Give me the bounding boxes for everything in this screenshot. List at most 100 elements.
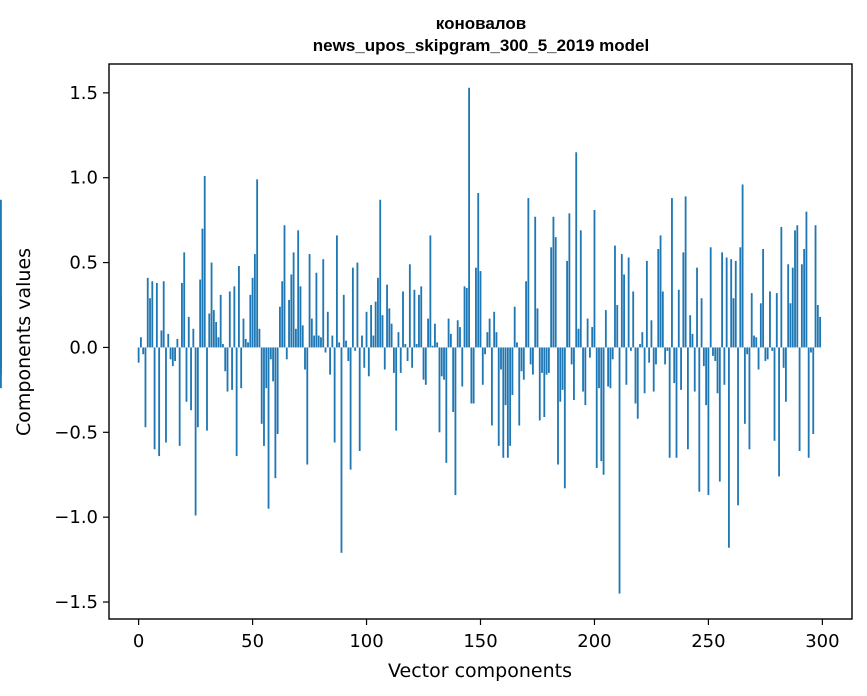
bar-158 [497,347,500,446]
y-tick-label: 0.0 [69,337,98,358]
bar-136 [447,318,450,348]
bar-285 [787,264,790,348]
bar-273 [759,303,762,348]
bar-232 [666,347,669,351]
bar-212 [620,254,623,348]
bar-286 [789,303,792,348]
y-tick-label: 1.0 [69,168,98,189]
bar-105 [377,277,379,348]
bar-234 [671,198,673,348]
x-tick-label: 200 [577,631,611,652]
bar-205 [604,310,607,348]
x-tick-label: 250 [691,631,725,652]
bar-21 [185,347,188,402]
bar-287 [791,267,794,348]
bar-42 [233,286,236,348]
bar-186 [561,347,564,390]
bar-209 [614,245,616,348]
bar-143 [463,286,466,348]
bar-45 [240,347,243,389]
bar-111 [390,323,393,348]
bar-103 [372,335,375,348]
bar-260 [730,259,733,348]
bar-68 [292,252,295,348]
bar-188 [566,260,569,348]
bar-179 [545,347,548,375]
bar-217 [632,291,635,348]
bar-20 [183,252,186,348]
bar-62 [279,306,281,348]
bar-56 [265,347,268,389]
bar-247 [700,298,703,348]
bar-52 [256,179,259,348]
bar-86 [333,347,336,443]
bar-187 [563,347,566,489]
bar-229 [659,235,662,348]
bar-83 [326,311,329,348]
bar-156 [493,311,496,348]
bar-169 [522,347,525,380]
bar-71 [299,286,302,348]
bar-34 [215,321,218,348]
y-tick-label: 1.5 [69,83,98,104]
bar-261 [732,298,735,348]
bar-28 [201,228,204,348]
bar-104 [374,301,377,348]
bar-32 [210,262,213,348]
bar-57 [267,347,270,509]
bar-283 [782,347,785,368]
bar-79 [317,335,320,348]
bar-194 [579,230,582,348]
bar-211 [618,347,621,594]
bar-178 [543,347,546,418]
bar-222 [643,347,646,394]
bar-93 [349,347,352,470]
bar-135 [445,347,448,463]
bar-138 [452,347,455,412]
bar-60 [274,347,277,479]
bar-224 [648,347,651,363]
bar-155 [490,347,493,426]
bar-237 [677,289,680,348]
bar-243 [691,333,694,348]
bar-134 [443,347,445,380]
bar-9 [158,347,161,457]
bar-96 [356,262,359,348]
bar-17 [176,338,179,348]
bar-174 [534,216,537,348]
bar-58 [269,347,272,360]
bar-130 [434,323,436,348]
bar-241 [686,347,689,450]
bar-85 [331,335,334,348]
bar-91 [345,340,347,348]
bar-12 [165,347,167,443]
bar-78 [315,272,318,348]
bar-67 [290,274,293,348]
bar-90 [342,294,345,348]
bar-137 [449,333,452,348]
bar-120 [411,347,414,368]
bar-141 [459,327,461,348]
bar-244 [693,347,696,392]
bar-144 [465,288,468,348]
bar-271 [755,337,758,348]
bar-202 [598,347,600,389]
bar-291 [800,264,803,348]
bar-257 [723,347,726,385]
bars-group [0,87,821,594]
bar-115 [399,347,402,373]
bar-297 [814,225,817,348]
bar-235 [673,347,676,384]
bar-59 [272,347,275,382]
bar-87 [336,235,338,348]
bar-14 [169,347,172,360]
bar-296 [812,347,815,434]
bar-167 [518,347,521,426]
bar-122 [415,344,418,348]
bar-69 [294,328,297,348]
bar-129 [431,345,434,348]
bar-148 [475,267,477,348]
bar-89 [340,347,343,553]
bar-81 [322,259,325,348]
bar-196 [584,347,587,406]
